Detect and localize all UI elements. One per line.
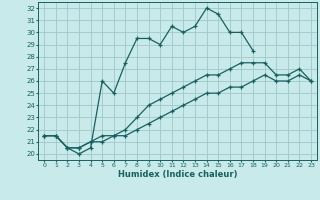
X-axis label: Humidex (Indice chaleur): Humidex (Indice chaleur) [118, 170, 237, 179]
